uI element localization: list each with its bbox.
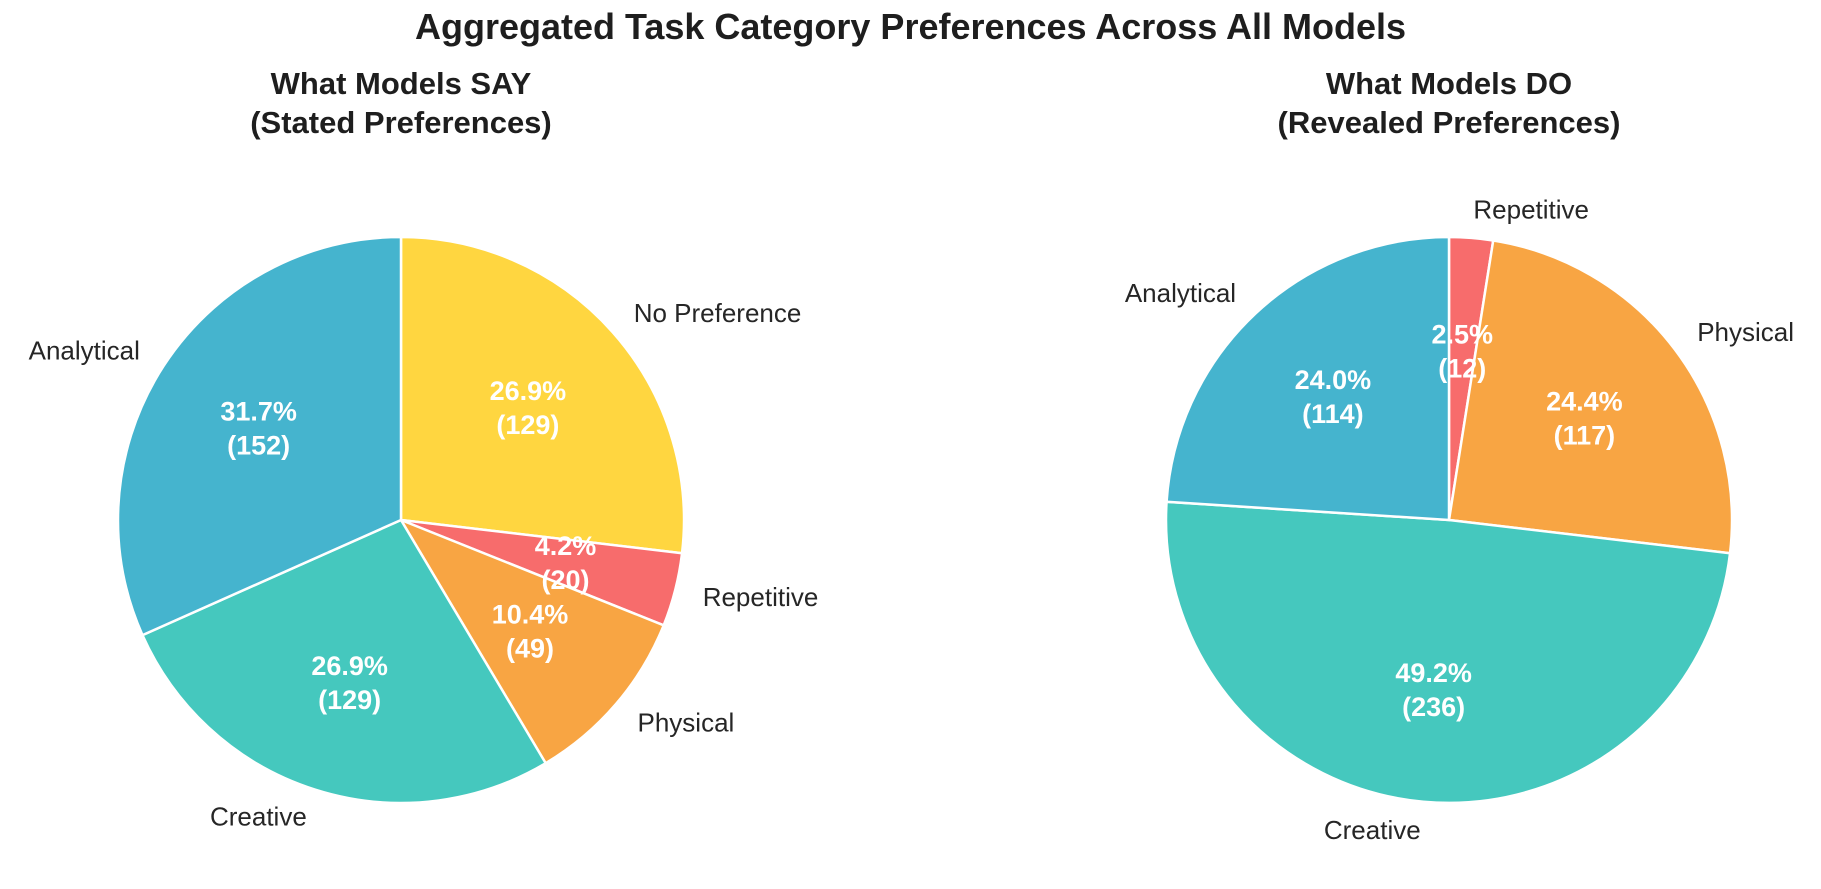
left-pie-title-line2: (Stated Preferences) bbox=[250, 105, 552, 140]
pie-slice-analytical bbox=[116, 235, 403, 637]
chart-title: Aggregated Task Category Preferences Acr… bbox=[414, 6, 1406, 47]
right-pie: 2.5% (12) Repetitive 24.4% (117) Physical 49.2… bbox=[1125, 195, 1794, 845]
pie-value-label-repetitive: 4.2% (20) bbox=[535, 531, 597, 595]
pie-value-label-repetitive: 2.5% (12) bbox=[1432, 320, 1494, 384]
right-pie-title-line2: (Revealed Preferences) bbox=[1277, 105, 1621, 140]
left-pie-title: What Models SAY (Stated Preferences) bbox=[51, 64, 751, 142]
pie-category-label-physical: Physical bbox=[1697, 317, 1794, 347]
pie-category-label-physical: Physical bbox=[638, 707, 735, 737]
pie-slice-analytical bbox=[1165, 235, 1451, 522]
pie-slice-physical bbox=[398, 517, 666, 765]
left-pie-title-line1: What Models SAY bbox=[270, 66, 532, 101]
pie-category-label-repetitive: Repetitive bbox=[1473, 195, 1589, 225]
right-pie-title-line1: What Models DO bbox=[1325, 66, 1573, 101]
pie-value-label-physical: 24.4% (117) bbox=[1546, 387, 1623, 451]
pie-value-label-physical: 10.4% (49) bbox=[492, 599, 569, 663]
pie-value-label-analytical: 31.7% (152) bbox=[220, 397, 297, 461]
left-pie: 26.9% (129) No Preference 4.2% (20) Repetitiv… bbox=[29, 235, 819, 832]
pie-slice-physical bbox=[1447, 239, 1734, 555]
pie-value-label-creative: 26.9% (129) bbox=[311, 651, 388, 715]
pie-category-label-creative: Creative bbox=[1324, 815, 1421, 845]
pie-category-label-analytical: Analytical bbox=[1125, 278, 1236, 308]
pie-value-label-no-preference: 26.9% (129) bbox=[490, 376, 567, 440]
pie-category-label-analytical: Analytical bbox=[29, 336, 140, 366]
pie-value-label-creative: 49.2% (236) bbox=[1395, 658, 1472, 722]
pie-category-label-no-preference: No Preference bbox=[634, 298, 802, 328]
pie-category-label-creative: Creative bbox=[210, 802, 307, 832]
pie-slice-no-preference bbox=[399, 235, 686, 555]
right-pie-title: What Models DO (Revealed Preferences) bbox=[1099, 64, 1799, 142]
pie-category-label-repetitive: Repetitive bbox=[703, 582, 819, 612]
pie-slice-creative bbox=[1164, 500, 1732, 805]
pie-value-label-analytical: 24.0% (114) bbox=[1295, 365, 1372, 429]
